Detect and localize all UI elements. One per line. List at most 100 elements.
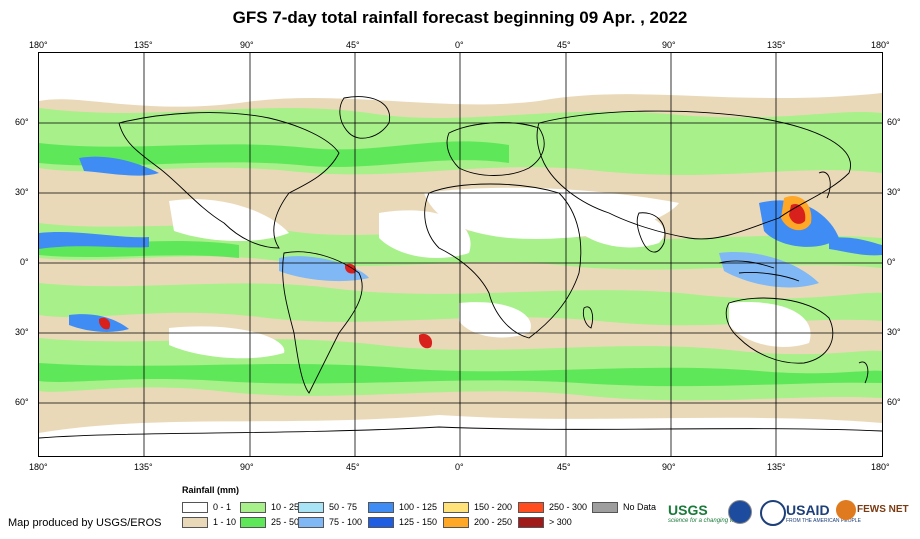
lon-label: 135° [134, 40, 153, 50]
usaid-seal-icon [760, 500, 786, 526]
australia-outline [725, 297, 834, 364]
south-atlantic-dry [459, 302, 531, 338]
legend-title: Rainfall (mm) [182, 485, 240, 495]
lon-label: 0° [455, 40, 464, 50]
map-credit: Map produced by USGS/EROS [8, 517, 162, 529]
south-america-outline [282, 251, 363, 394]
japan-outline [818, 171, 831, 199]
legend-label: 50 - 75 [329, 502, 358, 512]
legend-label: 0 - 1 [213, 502, 232, 512]
south-pacific-heavy-rain [69, 314, 129, 332]
legend-label: 100 - 125 [399, 502, 438, 512]
fews-net-logo: FEWS NET [857, 504, 909, 515]
legend-swatch [518, 517, 544, 529]
legend-label: No Data [623, 502, 657, 512]
lon-label: 45° [557, 40, 571, 50]
legend-swatch [368, 502, 394, 514]
legend-label: 25 - 50 [271, 517, 300, 527]
legend-label: 250 - 300 [549, 502, 588, 512]
south-pacific-extreme-rain [99, 317, 111, 330]
lat-label: 0° [887, 257, 896, 267]
lon-label: 90° [240, 462, 254, 472]
noaa-logo-icon [728, 500, 752, 524]
lat-label: 0° [20, 257, 29, 267]
indonesia-outline [718, 260, 800, 282]
usgs-logo-text: USGS [668, 502, 708, 518]
fews-logo-icon [836, 500, 856, 520]
legend-swatch [368, 517, 394, 529]
rainfall-map-svg [39, 53, 882, 456]
legend-label: 200 - 250 [474, 517, 513, 527]
legend-swatch [443, 502, 469, 514]
central-pacific-rain [829, 237, 882, 256]
legend-item: 25 - 50 [240, 517, 299, 529]
legend-item: 250 - 300 [518, 502, 587, 514]
legend-item: No Data [592, 502, 656, 514]
south-atlantic-extreme-rain [419, 333, 433, 349]
lon-label: 180° [29, 462, 48, 472]
lat-label: 60° [15, 397, 29, 407]
legend-item: 100 - 125 [368, 502, 437, 514]
lon-label: 135° [767, 40, 786, 50]
lon-label: 90° [662, 40, 676, 50]
lat-label: 60° [887, 397, 901, 407]
lon-label: 0° [455, 462, 464, 472]
new-zealand-outline [858, 361, 869, 384]
legend-swatch [182, 502, 208, 514]
legend-label: 150 - 200 [474, 502, 513, 512]
legend-item: 50 - 75 [298, 502, 357, 514]
lon-label: 180° [29, 40, 48, 50]
europe-outline [446, 122, 545, 176]
legend-label: 125 - 150 [399, 517, 438, 527]
country-boundaries [39, 96, 882, 439]
legend-label: 1 - 10 [213, 517, 237, 527]
australia-dry [729, 302, 811, 347]
lon-label: 135° [767, 462, 786, 472]
asia-outline [536, 110, 851, 240]
rainfall-map [38, 52, 883, 457]
map-title: GFS 7-day total rainfall forecast beginn… [232, 8, 688, 27]
legend-swatch [518, 502, 544, 514]
madagascar-outline [582, 306, 594, 329]
usgs-tagline: science for a changing world [668, 518, 745, 524]
usgs-logo: USGS science for a changing world [668, 502, 744, 524]
northern-storm-track [39, 141, 509, 167]
north-pacific-dry [169, 199, 289, 242]
lat-label: 60° [887, 117, 901, 127]
legend-item: 125 - 150 [368, 517, 437, 529]
legend-label: 10 - 25 [271, 502, 300, 512]
usaid-logo: USAID FROM THE AMERICAN PEOPLE [786, 502, 861, 524]
legend-swatch [240, 502, 266, 514]
lon-label: 90° [240, 40, 254, 50]
legend-label: > 300 [549, 517, 572, 527]
legend-item: 200 - 250 [443, 517, 512, 529]
antarctica-outline [39, 426, 882, 439]
legend-swatch [298, 517, 324, 529]
legend-swatch [240, 517, 266, 529]
lon-label: 45° [346, 40, 360, 50]
india-outline [636, 212, 666, 253]
legend-item: 150 - 200 [443, 502, 512, 514]
lat-label: 30° [15, 187, 29, 197]
greenland-outline [339, 96, 391, 139]
lon-label: 135° [134, 462, 153, 472]
lon-label: 45° [557, 462, 571, 472]
amazon-heavy-rain [279, 256, 369, 282]
africa-outline [424, 183, 582, 339]
lon-label: 180° [871, 462, 890, 472]
legend-swatch [592, 502, 618, 514]
legend-swatch [298, 502, 324, 514]
legend-item: 1 - 10 [182, 517, 236, 529]
north-america-outline [118, 112, 340, 249]
usaid-logo-text: USAID [786, 502, 830, 518]
lat-label: 60° [15, 117, 29, 127]
legend-swatch [182, 517, 208, 529]
arabia-dry [579, 210, 665, 248]
legend-swatch [443, 517, 469, 529]
legend-label: 75 - 100 [329, 517, 363, 527]
legend-item: > 300 [518, 517, 572, 529]
lat-label: 30° [887, 327, 901, 337]
maritime-continent-rain [719, 252, 819, 288]
usaid-tagline: FROM THE AMERICAN PEOPLE [786, 518, 861, 524]
lat-label: 30° [15, 327, 29, 337]
